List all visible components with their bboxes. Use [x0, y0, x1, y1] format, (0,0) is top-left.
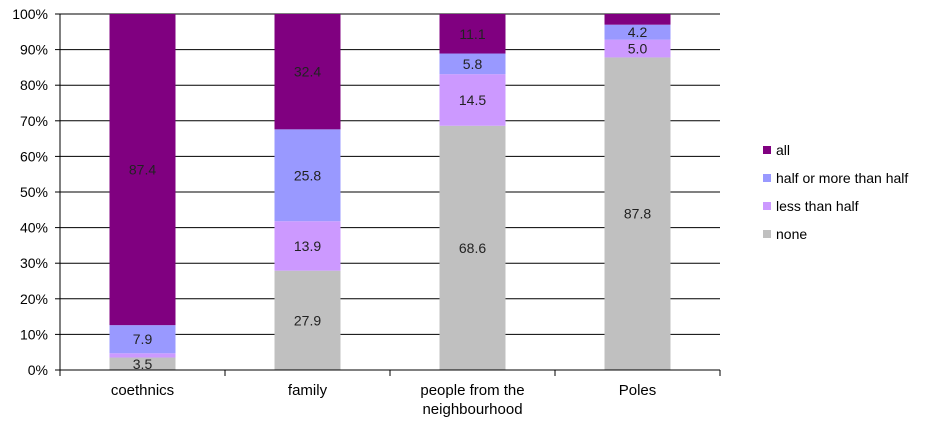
bar-segment: [274, 270, 341, 370]
bar-segment: [274, 14, 341, 130]
legend-label: half or more than half: [776, 170, 908, 186]
bar-segment: [109, 357, 176, 370]
bar-segment: [109, 14, 176, 326]
x-tick-label: coethnics: [111, 382, 174, 399]
bar-segment: [604, 24, 671, 40]
bar-segment: [109, 353, 176, 358]
y-tick-label: 70%: [20, 113, 48, 129]
legend-swatch: [763, 174, 771, 182]
data-label: 5.8: [463, 56, 483, 72]
bar-segment: [274, 129, 341, 222]
x-tick-label: family: [288, 382, 328, 399]
data-label: 5.0: [628, 41, 648, 57]
x-tick-label: neighbourhood: [422, 401, 522, 418]
legend-swatch: [763, 146, 771, 154]
bar-segment: [604, 14, 671, 25]
y-tick-label: 10%: [20, 326, 48, 342]
data-label: 4.2: [628, 24, 648, 40]
x-tick-label: Poles: [619, 382, 657, 399]
y-tick-label: 60%: [20, 148, 48, 164]
legend-label: all: [776, 142, 790, 158]
bar-segment: [109, 325, 176, 354]
bar-segment: [274, 221, 341, 271]
y-tick-label: 50%: [20, 184, 48, 200]
bar-segment: [604, 57, 671, 370]
data-label: 13.9: [294, 238, 321, 254]
legend-swatch: [763, 202, 771, 210]
data-label: 87.8: [624, 206, 651, 222]
bar-segment: [604, 39, 671, 58]
data-label: 87.4: [129, 162, 156, 178]
y-tick-label: 100%: [12, 6, 48, 22]
legend-swatch: [763, 230, 771, 238]
bar-segment: [439, 74, 506, 126]
y-tick-label: 20%: [20, 291, 48, 307]
data-label: 68.6: [459, 240, 486, 256]
data-label: 14.5: [459, 92, 486, 108]
bar-segment: [439, 53, 506, 75]
x-tick-label: people from the: [420, 382, 524, 399]
data-label: 11.1: [459, 26, 485, 42]
y-tick-label: 0%: [28, 362, 48, 378]
y-tick-label: 80%: [20, 77, 48, 93]
bar-segment: [439, 14, 506, 54]
data-label: 7.9: [133, 331, 153, 347]
data-label: 32.4: [294, 64, 321, 80]
legend-label: none: [776, 226, 807, 242]
legend-label: less than half: [776, 198, 859, 214]
y-tick-label: 90%: [20, 42, 48, 58]
data-label: 3.5: [133, 356, 153, 372]
y-tick-label: 30%: [20, 255, 48, 271]
bar-segment: [439, 125, 506, 370]
data-label: 25.8: [294, 167, 321, 183]
data-label: 27.9: [294, 312, 321, 328]
y-tick-label: 40%: [20, 220, 48, 236]
